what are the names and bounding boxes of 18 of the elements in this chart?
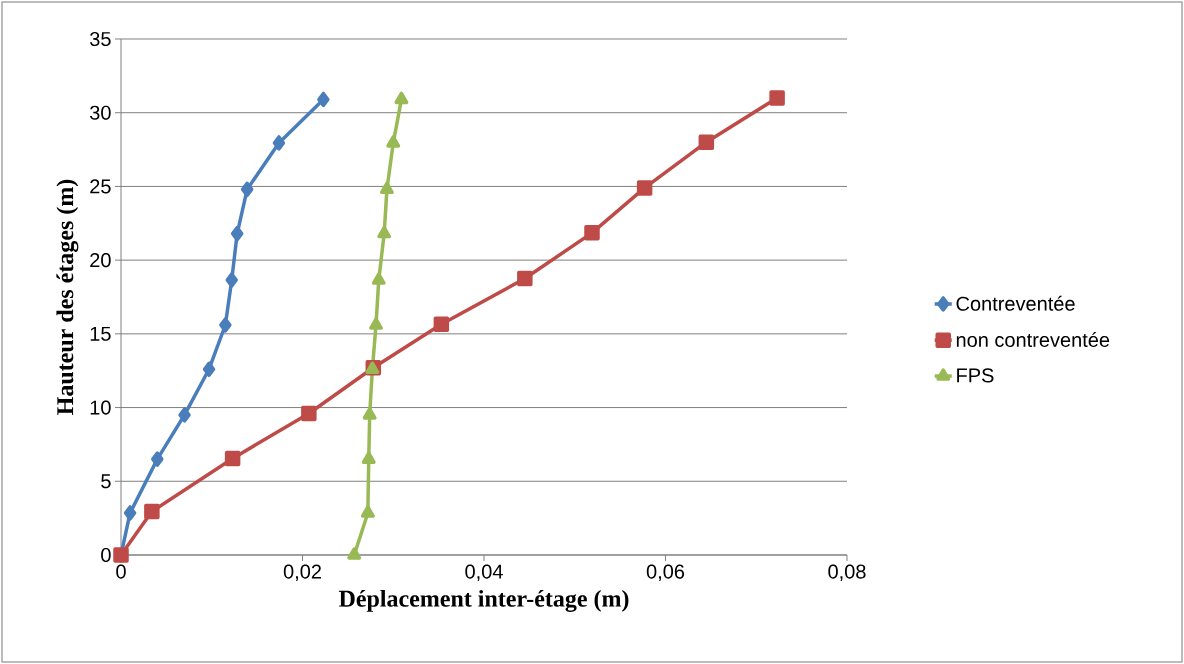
y-tick-label: 0 — [101, 547, 111, 563]
y-tick-label: 5 — [101, 474, 111, 489]
y-tick-label: 30 — [90, 105, 111, 120]
x-tick-label: 0 — [116, 564, 126, 579]
y-tick-label: 10 — [90, 400, 111, 415]
y-axis-title: Hauteur des étages (m) — [56, 179, 79, 415]
legend-label: non contreventée — [956, 332, 1110, 347]
y-tick-label: 25 — [90, 179, 111, 194]
y-tick-label: 20 — [90, 253, 111, 268]
x-tick-label: 0,02 — [283, 564, 321, 582]
x-tick-label: 0,08 — [828, 564, 866, 582]
y-tick-label: 15 — [90, 326, 111, 341]
x-axis-title: Déplacement inter-étage (m) — [338, 589, 629, 612]
x-tick-label: 0,06 — [646, 564, 685, 582]
y-tick-label: 35 — [90, 31, 111, 47]
legend-label: Contreventée — [956, 295, 1075, 311]
legend-label: FPS — [957, 368, 994, 383]
x-tick-label: 0,04 — [465, 564, 503, 582]
